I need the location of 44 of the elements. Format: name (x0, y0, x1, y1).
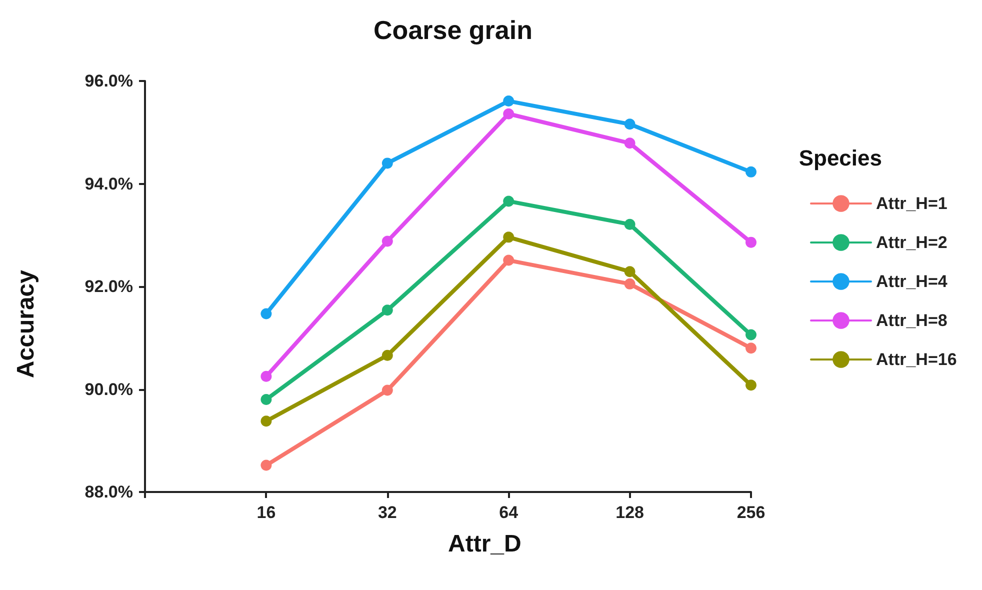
legend-label: Attr_H=4 (876, 272, 948, 291)
point (503, 96, 514, 107)
chart-title: Coarse grain (374, 15, 532, 45)
point (260, 308, 272, 320)
point (624, 266, 636, 278)
point (624, 278, 636, 290)
legend-label: Attr_H=8 (876, 311, 948, 330)
point (382, 158, 393, 169)
point (503, 254, 514, 266)
legend-label: Attr_H=1 (876, 194, 948, 213)
point (746, 236, 756, 248)
point (260, 460, 272, 471)
point (382, 350, 393, 361)
point (260, 370, 272, 382)
y-tick-label: 90.0% (84, 380, 133, 399)
x-axis-title: Attr_D (448, 530, 522, 558)
point (624, 218, 636, 230)
x-tick-label: 32 (378, 503, 397, 522)
point (260, 416, 272, 427)
legend-label: Attr_H=16 (876, 350, 957, 369)
legend-label: Attr_H=2 (876, 233, 948, 252)
y-tick-label: 96.0% (84, 72, 133, 90)
y-axis-title: Accuracy (12, 269, 40, 378)
point (746, 329, 756, 340)
x-tick-label: 256 (736, 503, 766, 522)
point (260, 394, 272, 406)
point (382, 384, 393, 396)
y-tick-label: 94.0% (84, 174, 133, 194)
point (503, 108, 514, 120)
y-tick-label: 92.0% (84, 277, 133, 296)
point (624, 118, 636, 130)
point (746, 342, 756, 354)
x-tick-label: 64 (499, 503, 519, 522)
point (503, 196, 514, 207)
y-tick-label: 88.0% (84, 482, 133, 502)
x-tick-label: 16 (256, 503, 276, 522)
point (624, 138, 636, 149)
point (382, 304, 393, 316)
legend-title: Species (798, 146, 882, 170)
point (746, 166, 756, 178)
point (746, 380, 756, 391)
point (503, 232, 514, 243)
x-tick-label: 128 (616, 503, 644, 522)
point (382, 236, 393, 247)
